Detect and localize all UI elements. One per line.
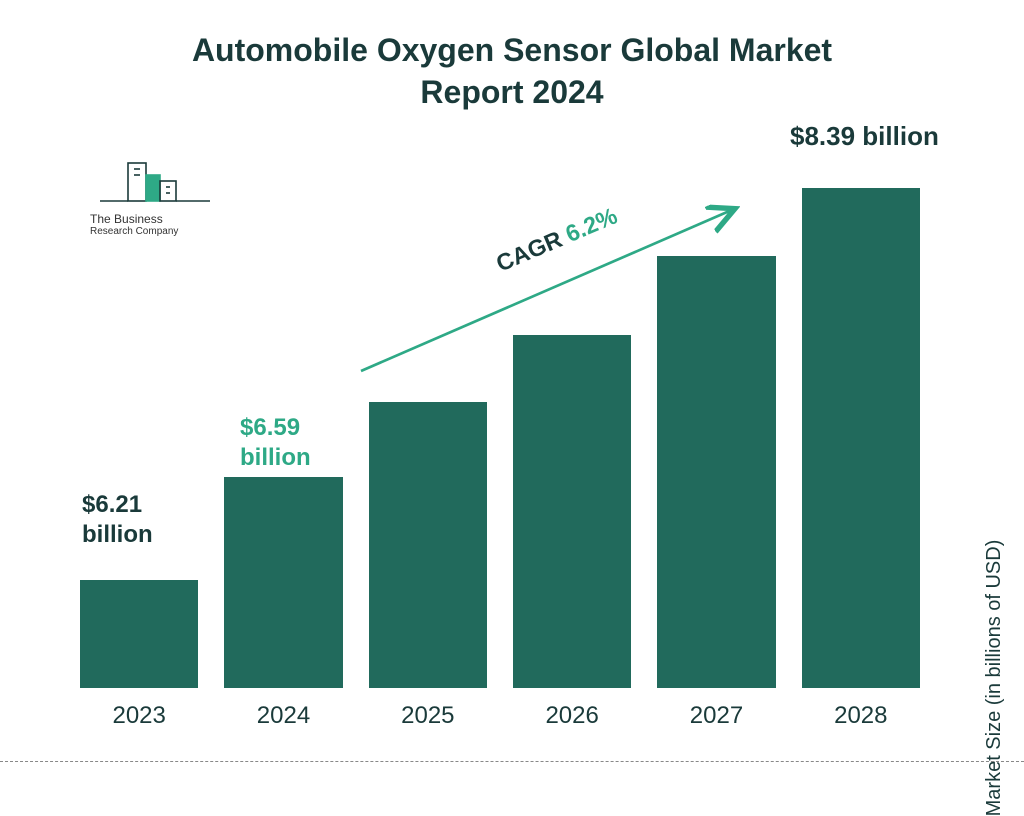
value-label-2028: $8.39 billion <box>790 120 939 153</box>
title-line2: Report 2024 <box>420 74 603 110</box>
bar-chart <box>70 168 930 688</box>
bar-2027 <box>657 256 775 688</box>
x-label-2025: 2025 <box>369 702 487 730</box>
footer-dashed-line <box>0 761 1024 762</box>
value-label-2024: $6.59 billion <box>240 413 311 473</box>
x-label-2027: 2027 <box>657 702 775 730</box>
bars-container <box>70 168 930 688</box>
x-label-2026: 2026 <box>513 702 631 730</box>
value-2024-amount: $6.59 <box>240 414 300 441</box>
value-2023-amount: $6.21 <box>82 491 142 518</box>
chart-title: Automobile Oxygen Sensor Global Market R… <box>0 30 1024 113</box>
bar-rect-2028 <box>802 188 920 688</box>
bar-2024 <box>224 477 342 688</box>
value-2024-unit: billion <box>240 444 311 471</box>
bar-2028 <box>802 188 920 688</box>
x-label-2028: 2028 <box>802 702 920 730</box>
bar-2026 <box>513 335 631 688</box>
value-2023-unit: billion <box>82 521 153 548</box>
bar-rect-2024 <box>224 477 342 688</box>
x-axis-labels: 2023 2024 2025 2026 2027 2028 <box>70 702 930 730</box>
x-label-2024: 2024 <box>224 702 342 730</box>
bar-rect-2025 <box>369 402 487 688</box>
bar-2025 <box>369 402 487 688</box>
bar-rect-2026 <box>513 335 631 688</box>
x-label-2023: 2023 <box>80 702 198 730</box>
bar-2023 <box>80 580 198 688</box>
y-axis-label: Market Size (in billions of USD) <box>983 540 1006 816</box>
title-line1: Automobile Oxygen Sensor Global Market <box>192 32 832 68</box>
bar-rect-2023 <box>80 580 198 688</box>
bar-rect-2027 <box>657 256 775 688</box>
value-label-2023: $6.21 billion <box>82 490 153 550</box>
